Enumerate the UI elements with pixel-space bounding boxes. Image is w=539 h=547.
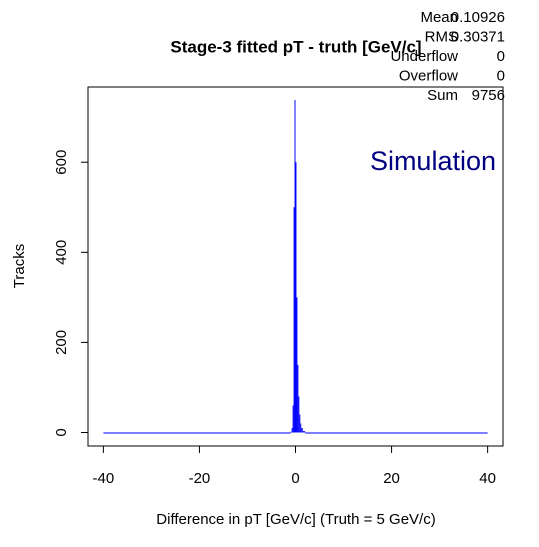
histogram-bar bbox=[302, 431, 306, 433]
x-tick-label: -20 bbox=[189, 470, 211, 487]
x-tick-label: -40 bbox=[93, 470, 115, 487]
annotation: Simulation bbox=[370, 146, 496, 176]
histogram-bar bbox=[296, 297, 298, 433]
y-tick-label: 400 bbox=[53, 240, 70, 265]
stat-label: Sum bbox=[427, 87, 458, 104]
x-tick-label: 0 bbox=[291, 470, 299, 487]
histogram-bar bbox=[300, 423, 302, 433]
stat-value: 0 bbox=[497, 67, 505, 84]
histogram-bar bbox=[292, 405, 294, 433]
histogram-bar bbox=[294, 100, 296, 433]
stat-label: Overflow bbox=[399, 67, 458, 84]
histogram-bar bbox=[103, 432, 291, 434]
stat-label: Underflow bbox=[390, 48, 458, 65]
stat-label: RMS bbox=[425, 28, 458, 45]
stat-value: 0.30371 bbox=[451, 28, 505, 45]
histogram-bar bbox=[298, 396, 300, 433]
histogram-bar bbox=[299, 414, 301, 433]
y-tick-label: 600 bbox=[53, 150, 70, 175]
stat-value: 9756 bbox=[472, 87, 505, 104]
histogram-bar bbox=[295, 162, 297, 433]
stat-value: 0 bbox=[497, 48, 505, 65]
x-axis-label: Difference in pT [GeV/c] (Truth = 5 GeV/… bbox=[156, 511, 435, 528]
chart-title: Stage-3 fitted pT - truth [GeV/c] bbox=[170, 37, 421, 56]
y-tick-label: 0 bbox=[53, 428, 70, 436]
stat-label: Mean bbox=[420, 9, 458, 26]
histogram-bar bbox=[301, 427, 303, 433]
histogram-bar bbox=[297, 364, 299, 433]
y-axis-label: Tracks bbox=[11, 244, 28, 288]
x-tick-label: 20 bbox=[383, 470, 400, 487]
x-tick-label: 40 bbox=[479, 470, 496, 487]
histogram-bar bbox=[305, 432, 488, 434]
histogram-bar bbox=[291, 427, 293, 433]
y-tick-label: 200 bbox=[53, 330, 70, 355]
histogram-bar bbox=[290, 431, 292, 433]
stat-value: 0.10926 bbox=[451, 9, 505, 26]
histogram-bar bbox=[293, 207, 295, 433]
